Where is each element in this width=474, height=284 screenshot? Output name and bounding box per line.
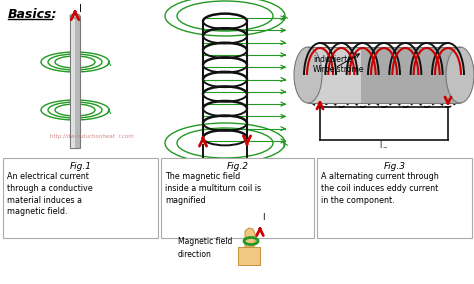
Text: I: I (262, 213, 264, 222)
Text: induzierte
Wirbelströme: induzierte Wirbelströme (313, 55, 365, 74)
Text: http://dw-inductionheat  r.com: http://dw-inductionheat r.com (50, 134, 134, 139)
Text: I: I (79, 4, 82, 14)
Bar (71, 16, 75, 148)
Text: Fig.1: Fig.1 (70, 162, 91, 171)
Text: I$_\sim$: I$_\sim$ (379, 140, 389, 151)
Bar (308, 47, 460, 103)
Text: Magnetic field
direction: Magnetic field direction (178, 237, 232, 259)
Ellipse shape (446, 47, 474, 103)
Text: Fig.2: Fig.2 (227, 162, 248, 171)
Bar (317, 158, 472, 238)
Polygon shape (245, 228, 256, 247)
Ellipse shape (70, 14, 80, 18)
Ellipse shape (294, 47, 322, 103)
Bar (308, 47, 361, 103)
Text: An electrical current
through a conductive
material induces a
magnetic field.: An electrical current through a conducti… (7, 172, 93, 216)
Bar (161, 158, 314, 238)
Text: Basics:: Basics: (8, 8, 57, 21)
Text: A alternating current through
the coil induces eddy current
in the component.: A alternating current through the coil i… (321, 172, 439, 204)
Text: The magnetic field
inside a multiturn coil is
magnified: The magnetic field inside a multiturn co… (165, 172, 261, 204)
Bar (70, 16, 80, 148)
Bar (238, 247, 260, 265)
Bar (3, 158, 158, 238)
Text: Fig.3: Fig.3 (383, 162, 405, 171)
